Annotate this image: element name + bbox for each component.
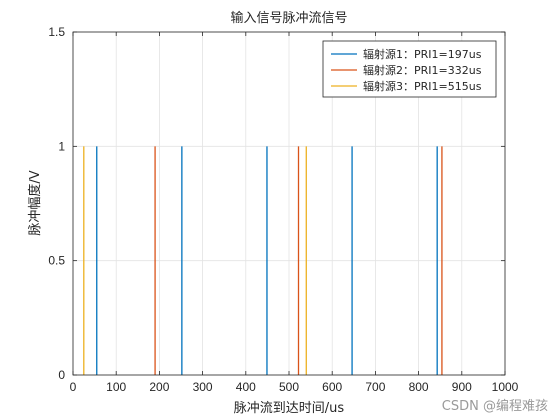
x-tick-label: 100 <box>106 380 126 394</box>
legend-label: 辐射源2：PRI1=332us <box>363 63 482 77</box>
legend-box <box>322 40 497 98</box>
y-axis-label: 脉冲幅度/V <box>27 170 43 235</box>
pulse-stems <box>83 146 443 375</box>
x-ticks: 0 100 200 300 400 500 600 700 800 900 1000 <box>70 32 519 394</box>
x-axis-label: 脉冲流到达时间/us <box>234 401 345 416</box>
x-tick-label: 700 <box>365 380 385 394</box>
chart-title: 输入信号脉冲流信号 <box>230 10 347 26</box>
x-tick-label: 1000 <box>492 380 519 394</box>
legend: 辐射源1：PRI1=197us 辐射源2：PRI1=332us 辐射源3：PRI1=… <box>322 40 497 98</box>
y-tick-label: 0.5 <box>48 254 65 268</box>
x-tick-label: 0 <box>70 380 77 394</box>
x-tick-label: 600 <box>322 380 342 394</box>
y-tick-label: 1.5 <box>48 25 65 39</box>
x-tick-label: 200 <box>149 380 169 394</box>
y-tick-label: 0 <box>58 368 65 382</box>
watermark: CSDN @编程难孩 <box>441 399 548 414</box>
x-tick-label: 900 <box>452 380 472 394</box>
y-ticks: 0 0.5 1 1.5 <box>48 25 505 382</box>
x-tick-label: 300 <box>193 380 213 394</box>
x-tick-label: 800 <box>409 380 429 394</box>
legend-label: 辐射源1：PRI1=197us <box>363 47 482 61</box>
x-tick-label: 400 <box>236 380 256 394</box>
x-tick-label: 500 <box>279 380 299 394</box>
legend-label: 辐射源3：PRI1=515us <box>363 79 482 93</box>
y-tick-label: 1 <box>58 139 65 153</box>
